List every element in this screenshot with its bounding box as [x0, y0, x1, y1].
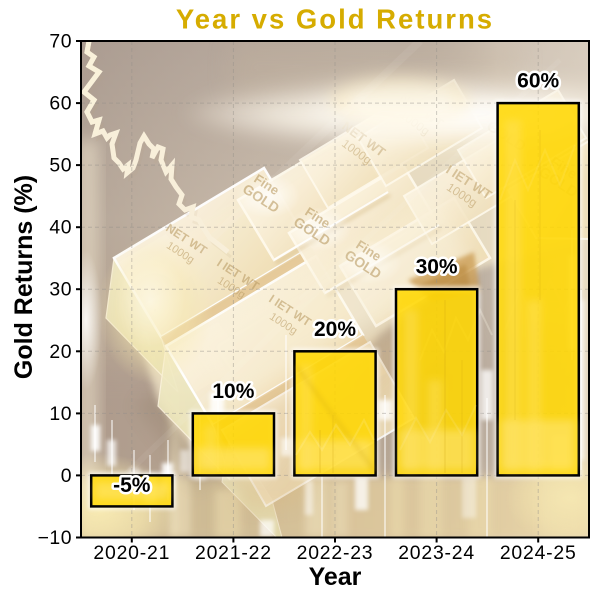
svg-text:10%: 10%: [212, 380, 254, 403]
svg-text:70: 70: [49, 31, 72, 53]
svg-text:Year: Year: [309, 563, 362, 591]
svg-text:0: 0: [61, 465, 72, 487]
svg-text:20%: 20%: [314, 318, 356, 341]
svg-text:2020-21: 2020-21: [93, 542, 170, 564]
svg-text:60: 60: [49, 93, 72, 115]
svg-text:40: 40: [49, 217, 72, 239]
svg-text:-5%: -5%: [113, 474, 151, 497]
svg-text:30%: 30%: [416, 256, 458, 279]
svg-text:−10: −10: [38, 527, 72, 549]
svg-text:Gold Returns (%): Gold Returns (%): [10, 175, 38, 379]
svg-text:2021-22: 2021-22: [195, 542, 272, 564]
svg-text:50: 50: [49, 155, 72, 177]
svg-text:2022-23: 2022-23: [297, 542, 374, 564]
svg-text:10: 10: [49, 403, 72, 425]
svg-text:60%: 60%: [517, 70, 559, 93]
svg-text:2024-25: 2024-25: [500, 542, 577, 564]
svg-text:30: 30: [49, 279, 72, 301]
svg-text:2023-24: 2023-24: [398, 542, 475, 564]
svg-text:Year vs Gold Returns: Year vs Gold Returns: [176, 4, 494, 35]
svg-text:20: 20: [49, 341, 72, 363]
